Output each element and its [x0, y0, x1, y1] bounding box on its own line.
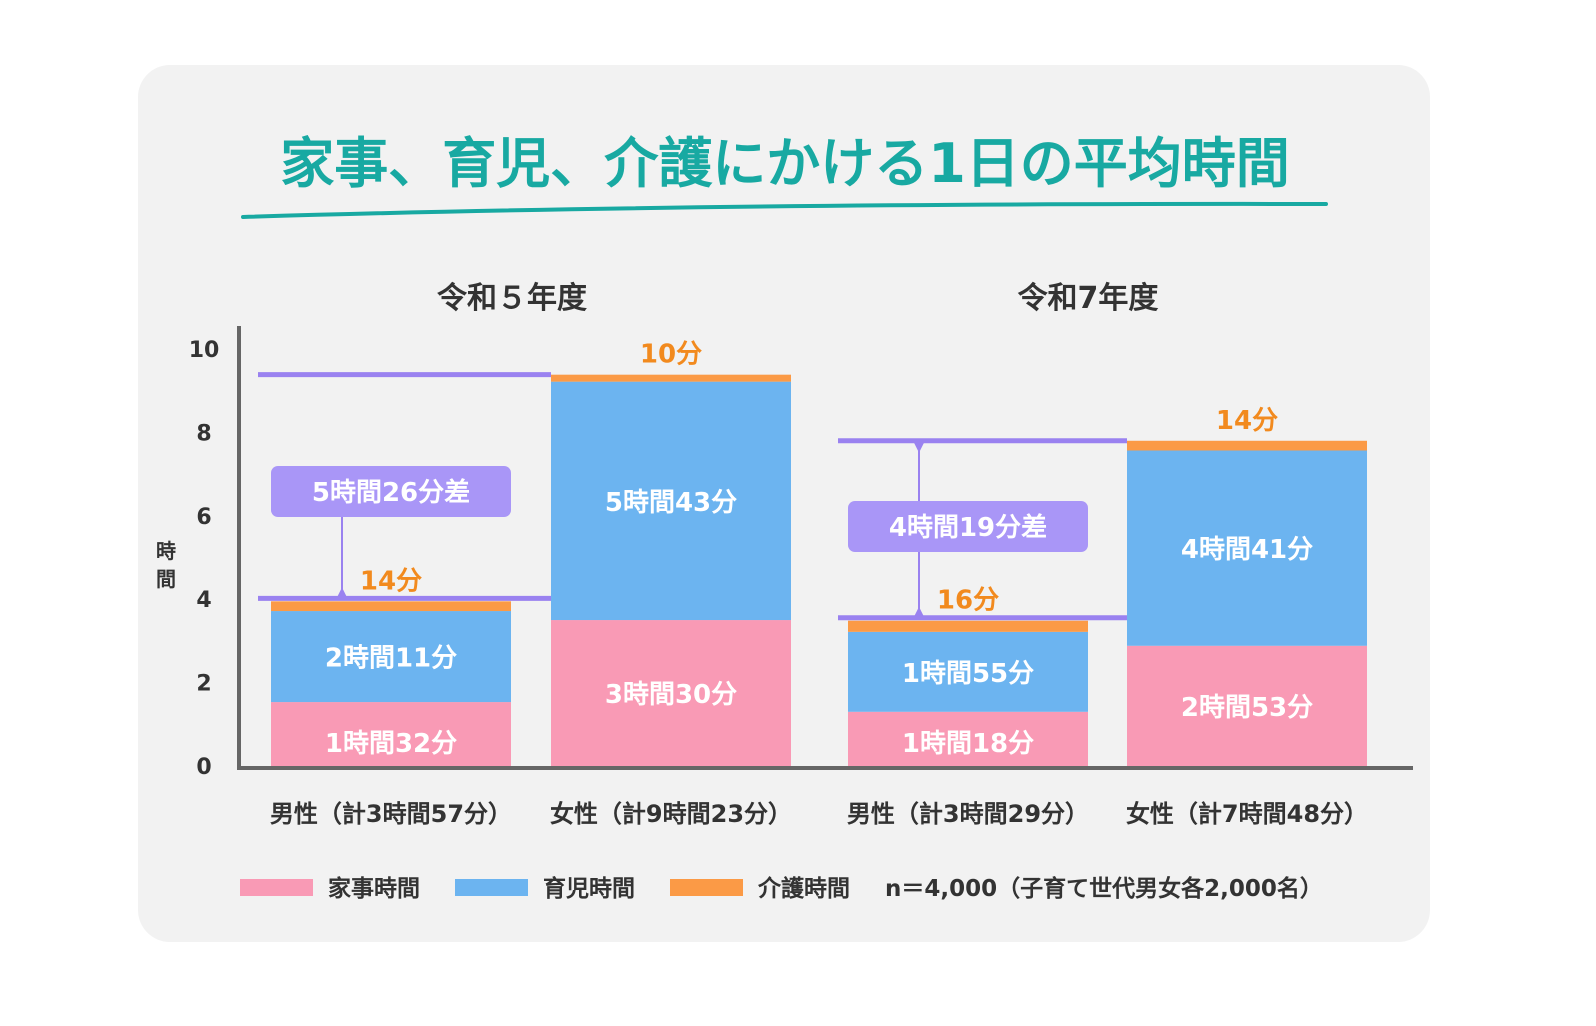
bar-segment-caregiving	[271, 601, 511, 612]
care-value-label: 16分	[937, 586, 999, 616]
y-tick-label: 0	[196, 755, 211, 780]
category-label: 男性（計3時間29分）	[847, 800, 1089, 828]
bar-value-label: 1時間32分	[325, 729, 457, 759]
legend-swatch	[455, 879, 528, 896]
y-axis-label-2: 間	[156, 567, 176, 591]
y-tick-label: 6	[196, 505, 211, 530]
bar-segment-caregiving	[1127, 440, 1367, 451]
category-label: 女性（計9時間23分）	[550, 800, 792, 828]
care-value-label: 10分	[640, 340, 702, 370]
bar-value-label: 1時間18分	[902, 729, 1034, 759]
bar-value-label: 1時間55分	[902, 659, 1034, 689]
difference-label: 5時間26分差	[312, 477, 470, 508]
legend-label: 介護時間	[757, 875, 850, 902]
care-value-label: 14分	[360, 566, 422, 596]
arrow-down-icon	[914, 442, 924, 453]
bar-segment-housework	[848, 711, 1088, 766]
bar-segment-childcare	[551, 381, 791, 621]
difference-label: 4時間19分差	[889, 512, 1047, 543]
bar-segment-housework	[551, 620, 791, 766]
bar-value-label: 2時間11分	[325, 644, 457, 674]
y-tick-label: 8	[196, 421, 211, 446]
legend-swatch	[670, 879, 743, 896]
bar-segment-caregiving	[551, 374, 791, 382]
bar-segment-childcare	[1127, 450, 1367, 646]
category-label: 女性（計7時間48分）	[1126, 800, 1368, 828]
y-tick-label: 4	[196, 588, 211, 613]
bar-segment-housework	[271, 702, 511, 766]
bar-segment-childcare	[271, 611, 511, 703]
group-title: 令和５年度	[437, 281, 587, 316]
arrow-up-icon	[914, 606, 924, 617]
legend-label: 家事時間	[328, 875, 420, 902]
bar-value-label: 5時間43分	[605, 488, 737, 518]
sample-note: n＝4,000（子育て世代男女各2,000名）	[885, 875, 1323, 902]
y-tick-label: 10	[189, 338, 220, 363]
title-underline	[241, 201, 1328, 219]
category-label: 男性（計3時間57分）	[270, 800, 512, 828]
bar-segment-housework	[1127, 645, 1367, 766]
difference-badge	[271, 466, 511, 517]
y-axis-label-1: 時	[156, 539, 176, 563]
y-tick-label: 2	[196, 672, 211, 697]
group-title: 令和7年度	[1018, 281, 1159, 316]
chart-title: 家事、育児、介護にかける1日の平均時間	[280, 132, 1290, 195]
bar-value-label: 4時間41分	[1181, 535, 1313, 565]
bar-value-label: 2時間53分	[1181, 693, 1313, 723]
arrow-up-icon	[337, 587, 347, 598]
bar-segment-caregiving	[848, 620, 1088, 632]
bar-segment-childcare	[848, 631, 1088, 712]
difference-badge	[848, 501, 1088, 552]
legend-swatch	[240, 879, 313, 896]
bar-value-label: 3時間30分	[605, 680, 737, 710]
care-value-label: 14分	[1216, 406, 1278, 436]
legend-label: 育児時間	[543, 875, 635, 902]
